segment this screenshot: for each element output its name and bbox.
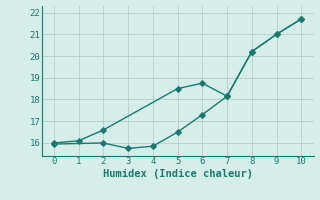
X-axis label: Humidex (Indice chaleur): Humidex (Indice chaleur): [103, 169, 252, 179]
